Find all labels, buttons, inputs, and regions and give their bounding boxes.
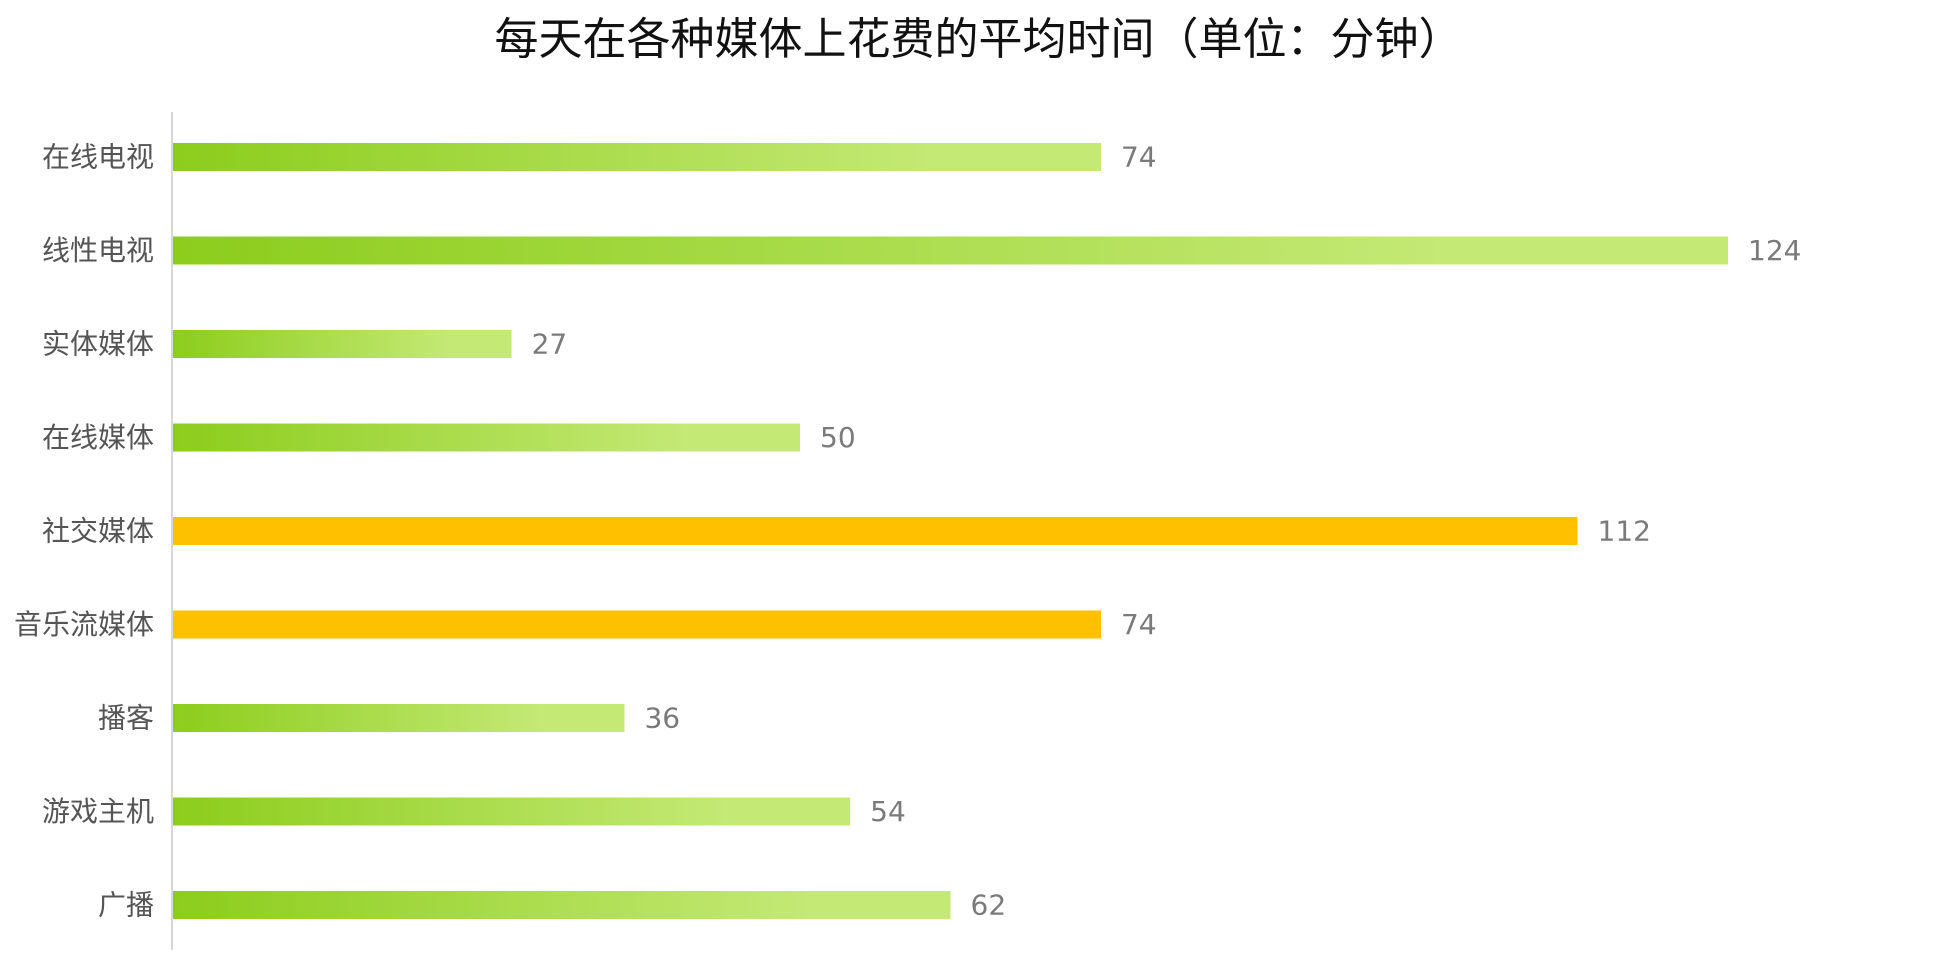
bar-row: 实体媒体 27: [42, 328, 567, 361]
bar-row: 社交媒体 112: [42, 515, 1651, 548]
category-label: 游戏主机: [42, 795, 154, 828]
bar-row: 在线电视 74: [42, 141, 1157, 174]
value-label: 74: [1121, 141, 1157, 174]
bar: [173, 423, 801, 452]
bar: [173, 143, 1101, 171]
value-label: 112: [1598, 515, 1651, 548]
category-label: 在线电视: [42, 141, 154, 174]
value-label: 50: [820, 421, 856, 454]
bar: [173, 891, 951, 919]
value-label: 36: [644, 702, 680, 735]
category-label: 线性电视: [42, 234, 154, 267]
category-label: 音乐流媒体: [14, 608, 154, 641]
bars-group: 在线电视 74 线性电视 124 实体媒体 27 在线媒体 50 社交媒体 112 音乐流媒体 74 播…: [14, 141, 1801, 922]
chart-title: 每天在各种媒体上花费的平均时间（单位：分钟）: [494, 14, 1463, 65]
bar-row: 游戏主机 54: [42, 795, 906, 828]
value-label: 27: [532, 328, 568, 361]
bar: [173, 517, 1578, 545]
bar: [173, 330, 512, 358]
value-label: 62: [971, 889, 1007, 922]
bar-row: 在线媒体 50: [42, 421, 856, 454]
bar: [173, 610, 1101, 639]
category-label: 广播: [98, 889, 154, 922]
value-label: 74: [1121, 608, 1157, 641]
category-label: 播客: [98, 702, 154, 735]
bar: [173, 236, 1728, 265]
bar-row: 音乐流媒体 74: [14, 608, 1157, 641]
value-label: 124: [1748, 234, 1801, 267]
bar-row: 广播 62: [98, 889, 1006, 922]
bar-row: 播客 36: [98, 702, 680, 735]
bar: [173, 797, 851, 826]
category-label: 社交媒体: [42, 515, 154, 548]
bar-row: 线性电视 124: [42, 234, 1801, 267]
category-label: 在线媒体: [42, 421, 154, 454]
bar: [173, 704, 625, 732]
category-label: 实体媒体: [42, 328, 154, 361]
value-label: 54: [870, 795, 906, 828]
